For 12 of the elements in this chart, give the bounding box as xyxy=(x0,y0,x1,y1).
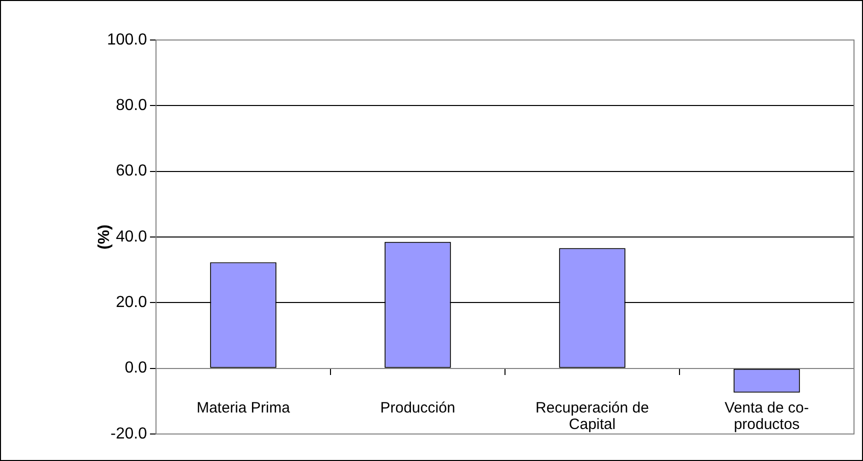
y-tick-label: 100.0 xyxy=(106,31,148,48)
y-tick-label: 40.0 xyxy=(116,228,148,246)
x-tick-label: Materia Prima xyxy=(196,400,291,417)
y-tick-label: 20.0 xyxy=(116,294,148,312)
x-tick-label: Producción xyxy=(380,400,456,417)
x-tick-label: Venta de co-productos xyxy=(724,400,809,434)
y-axis-title: (%) xyxy=(96,224,114,250)
y-tick-label: 60.0 xyxy=(116,162,148,180)
x-tick-label: Recuperación de Capital xyxy=(536,400,649,434)
y-tick-label: -20.0 xyxy=(110,425,148,442)
y-tick-label: 80.0 xyxy=(116,97,148,114)
y-tick-label: 0.0 xyxy=(124,360,148,377)
